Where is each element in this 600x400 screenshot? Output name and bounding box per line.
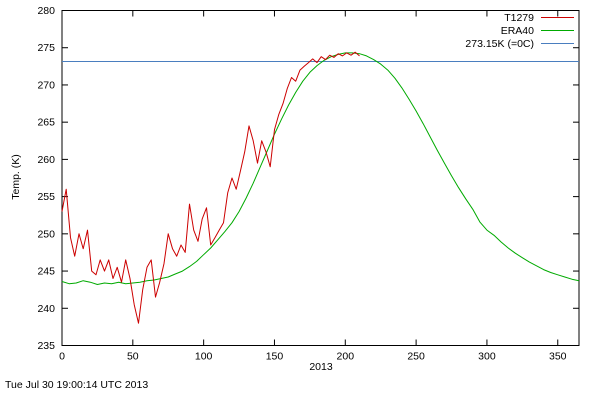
y-tick-label: 265	[37, 117, 55, 129]
x-tick-label: 0	[59, 351, 65, 363]
legend-label: T1279	[504, 12, 534, 24]
y-tick-label: 240	[37, 303, 55, 315]
x-tick-label: 200	[337, 351, 355, 363]
x-axis-label: 2013	[309, 361, 333, 373]
x-tick-label: 50	[127, 351, 139, 363]
y-tick-label: 255	[37, 191, 55, 203]
y-tick-label: 270	[37, 79, 55, 91]
y-tick-label: 280	[37, 5, 55, 17]
y-tick-label: 245	[37, 266, 55, 278]
y-axis-label: Temp. (K)	[10, 154, 22, 200]
x-tick-label: 300	[478, 351, 496, 363]
x-tick-label: 150	[266, 351, 284, 363]
y-tick-label: 250	[37, 228, 55, 240]
y-tick-label: 275	[37, 42, 55, 54]
series-era40-line	[61, 52, 580, 285]
legend-label: ERA40	[501, 25, 534, 37]
plot-timestamp: Tue Jul 30 19:00:14 UTC 2013	[5, 379, 149, 391]
x-tick-label: 350	[549, 351, 567, 363]
plot-border	[61, 10, 580, 346]
y-tick-label: 235	[37, 340, 55, 352]
y-tick-label: 260	[37, 154, 55, 166]
x-tick-label: 100	[195, 351, 213, 363]
x-tick-label: 250	[407, 351, 425, 363]
series-t1279-line	[61, 51, 360, 324]
legend-label: 273.15K (=0C)	[465, 38, 534, 50]
